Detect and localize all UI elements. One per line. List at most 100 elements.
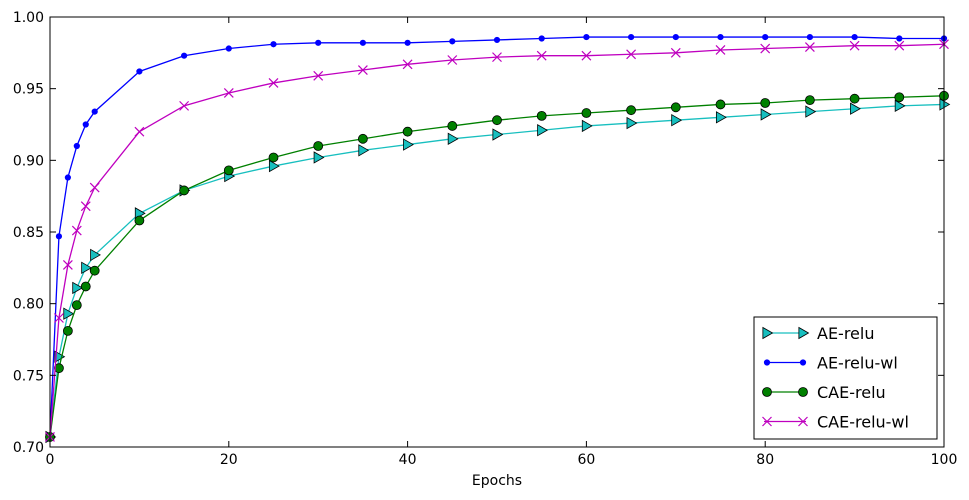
data-point	[357, 133, 368, 144]
data-point	[179, 185, 190, 196]
legend-box	[753, 316, 938, 440]
data-point	[447, 55, 458, 65]
legend: AE-relu AE-relu-wl CAE-relu CAE-relu-wl	[753, 316, 938, 440]
data-point	[851, 33, 858, 41]
data-point	[359, 39, 366, 46]
data-point	[537, 124, 549, 137]
data-point	[181, 52, 188, 59]
series-ae-relu-wl	[46, 33, 948, 441]
data-point	[447, 132, 459, 146]
data-point	[715, 45, 726, 55]
data-point	[179, 100, 190, 111]
data-point	[717, 33, 724, 41]
legend-label: CAE-relu	[817, 383, 886, 402]
data-point	[71, 225, 82, 236]
data-point	[806, 33, 814, 41]
data-point	[715, 99, 726, 110]
data-point	[849, 93, 860, 104]
legend-marker	[763, 359, 771, 366]
data-point	[268, 78, 279, 88]
ticks-layer: 0 20 40 60 80 100 0.70 0.75 0.80 0.85 0.90 0.95 1.00	[13, 10, 958, 468]
data-point	[628, 33, 635, 41]
legend-marker	[762, 416, 772, 427]
data-point	[402, 126, 413, 137]
legend-label: AE-relu-wl	[817, 354, 898, 373]
y-tick-label: 0.80	[13, 297, 44, 313]
data-point	[223, 165, 234, 176]
data-point	[536, 50, 547, 61]
legend-entry: CAE-relu-wl	[762, 413, 909, 432]
data-point	[54, 363, 64, 374]
data-point	[62, 325, 73, 336]
x-tick-label: 80	[756, 452, 774, 468]
data-point	[939, 98, 951, 111]
y-tick-label: 0.70	[13, 440, 44, 456]
data-point	[80, 281, 91, 292]
legend-marker	[799, 359, 807, 366]
data-point	[670, 102, 681, 113]
data-point	[672, 33, 679, 41]
x-tick-label: 0	[46, 452, 55, 468]
legend-entry: AE-relu-wl	[763, 354, 898, 373]
data-point	[715, 111, 727, 124]
data-point	[315, 39, 322, 46]
x-tick-label: 100	[931, 452, 958, 468]
data-point	[225, 45, 232, 52]
data-point	[760, 108, 772, 121]
data-point	[760, 43, 771, 54]
legend-marker	[798, 387, 808, 397]
legend-label: AE-relu	[817, 324, 874, 343]
data-point	[581, 108, 592, 118]
series-cae-relu	[45, 90, 949, 442]
data-point	[894, 92, 905, 103]
data-point	[760, 98, 771, 108]
data-point	[64, 174, 71, 181]
series-cae-relu-wl	[45, 39, 949, 442]
data-point	[447, 121, 458, 131]
legend-entry: CAE-relu	[762, 383, 886, 402]
data-point	[81, 261, 93, 275]
data-point	[268, 152, 279, 163]
data-point	[583, 33, 590, 41]
data-point	[63, 307, 75, 320]
data-point	[270, 41, 277, 48]
data-point	[626, 49, 637, 60]
data-point	[55, 233, 63, 240]
data-point	[357, 65, 368, 75]
data-point	[223, 88, 234, 98]
x-tick-label: 20	[220, 452, 238, 468]
data-point	[268, 159, 280, 173]
data-point	[90, 248, 102, 262]
data-point	[894, 40, 905, 51]
data-point	[80, 201, 91, 212]
data-point	[492, 128, 504, 141]
y-tick-label: 0.75	[13, 368, 44, 384]
data-point	[805, 95, 815, 106]
data-point	[358, 144, 370, 157]
y-tick-label: 1.00	[13, 10, 44, 26]
data-point	[404, 39, 411, 46]
data-point	[72, 281, 84, 295]
legend-marker	[798, 416, 808, 427]
data-point	[762, 33, 769, 41]
data-point	[849, 40, 860, 51]
data-point	[136, 68, 143, 75]
data-point	[54, 350, 66, 363]
data-point	[894, 99, 906, 113]
legend-label: CAE-relu-wl	[817, 413, 909, 432]
data-point	[71, 300, 82, 311]
y-tick-label: 0.95	[13, 82, 44, 98]
data-point	[804, 42, 815, 53]
y-tick-label: 0.85	[13, 225, 44, 241]
x-tick-label: 40	[399, 452, 417, 468]
data-point	[493, 36, 501, 44]
data-point	[896, 35, 903, 42]
data-point	[626, 116, 638, 130]
legend-marker	[762, 326, 774, 340]
data-point	[538, 35, 545, 42]
data-point	[449, 38, 456, 45]
data-point	[671, 114, 683, 127]
data-point	[626, 105, 636, 116]
data-point	[62, 260, 73, 270]
